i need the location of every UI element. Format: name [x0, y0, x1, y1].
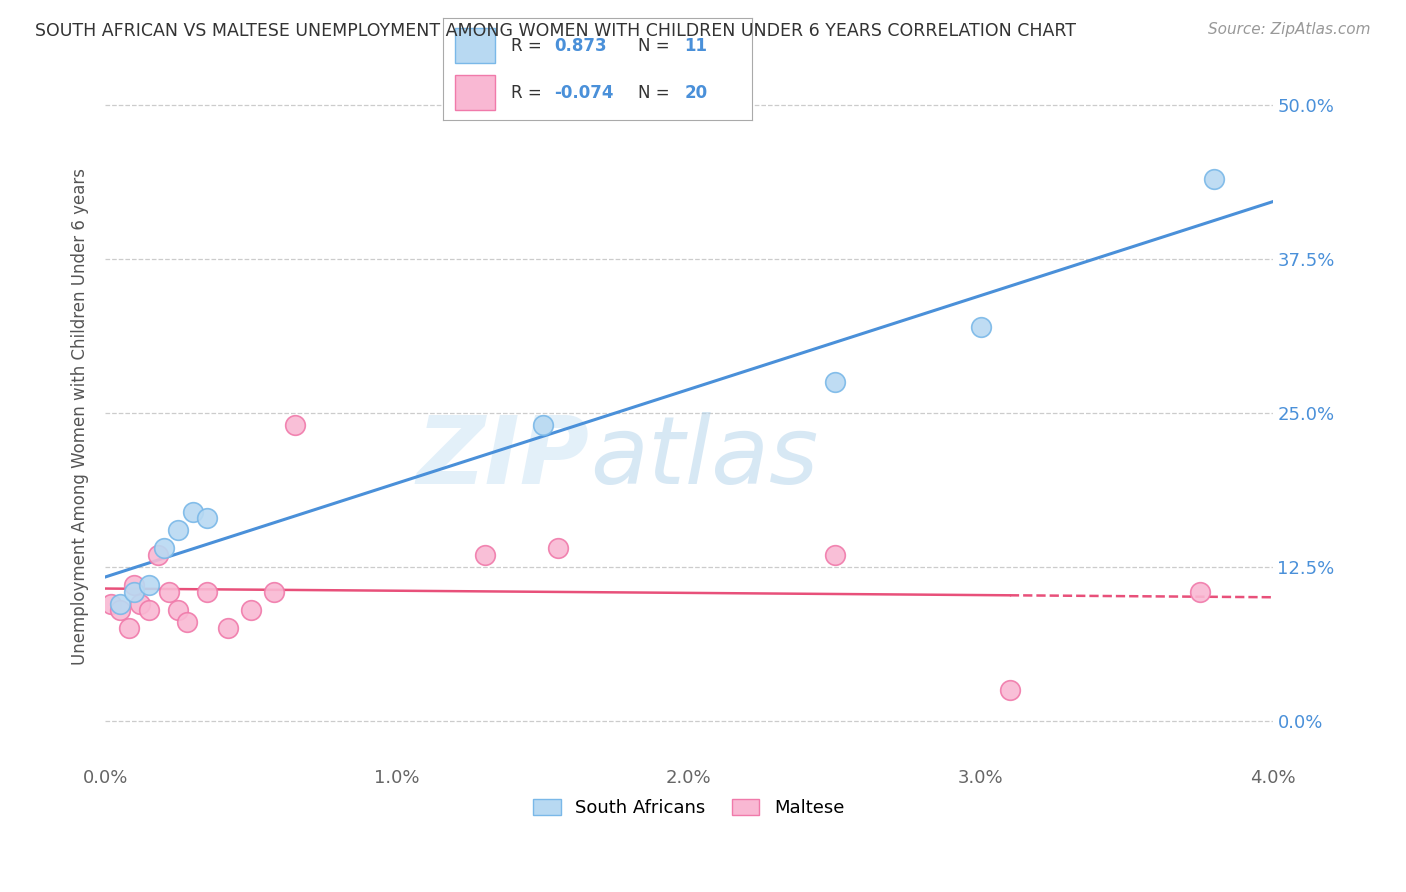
Point: [129, 597, 152, 611]
Point: [1188, 584, 1211, 599]
Text: 0.873: 0.873: [554, 37, 607, 54]
Text: R =: R =: [510, 84, 547, 102]
Point: [176, 615, 198, 630]
FancyBboxPatch shape: [456, 28, 495, 63]
Point: [547, 541, 569, 556]
Text: SOUTH AFRICAN VS MALTESE UNEMPLOYMENT AMONG WOMEN WITH CHILDREN UNDER 6 YEARS CO: SOUTH AFRICAN VS MALTESE UNEMPLOYMENT AM…: [35, 22, 1076, 40]
Point: [117, 622, 139, 636]
Point: [146, 548, 169, 562]
Text: 11: 11: [685, 37, 707, 54]
Point: [181, 504, 204, 518]
Text: R =: R =: [510, 37, 547, 54]
Point: [124, 584, 146, 599]
Point: [474, 548, 496, 562]
Y-axis label: Unemployment Among Women with Children Under 6 years: Unemployment Among Women with Children U…: [72, 168, 89, 665]
Point: [998, 683, 1021, 698]
Point: [284, 418, 307, 433]
Point: [1204, 172, 1226, 186]
Text: atlas: atlas: [589, 412, 818, 503]
Point: [970, 320, 993, 334]
Point: [195, 510, 218, 524]
Point: [100, 597, 122, 611]
Legend: South Africans, Maltese: South Africans, Maltese: [526, 791, 852, 824]
Point: [167, 523, 190, 537]
Point: [824, 376, 846, 390]
Text: N =: N =: [638, 84, 675, 102]
FancyBboxPatch shape: [456, 75, 495, 110]
Text: N =: N =: [638, 37, 675, 54]
Point: [124, 578, 146, 592]
Point: [824, 548, 846, 562]
Point: [195, 584, 218, 599]
Point: [152, 541, 174, 556]
Point: [217, 622, 239, 636]
Text: ZIP: ZIP: [416, 412, 589, 504]
Point: [108, 597, 131, 611]
Point: [240, 603, 263, 617]
Text: -0.074: -0.074: [554, 84, 614, 102]
Point: [157, 584, 180, 599]
Point: [138, 578, 160, 592]
Point: [138, 603, 160, 617]
Point: [167, 603, 190, 617]
Text: 20: 20: [685, 84, 707, 102]
Point: [531, 418, 554, 433]
Text: Source: ZipAtlas.com: Source: ZipAtlas.com: [1208, 22, 1371, 37]
Point: [108, 603, 131, 617]
Point: [263, 584, 285, 599]
